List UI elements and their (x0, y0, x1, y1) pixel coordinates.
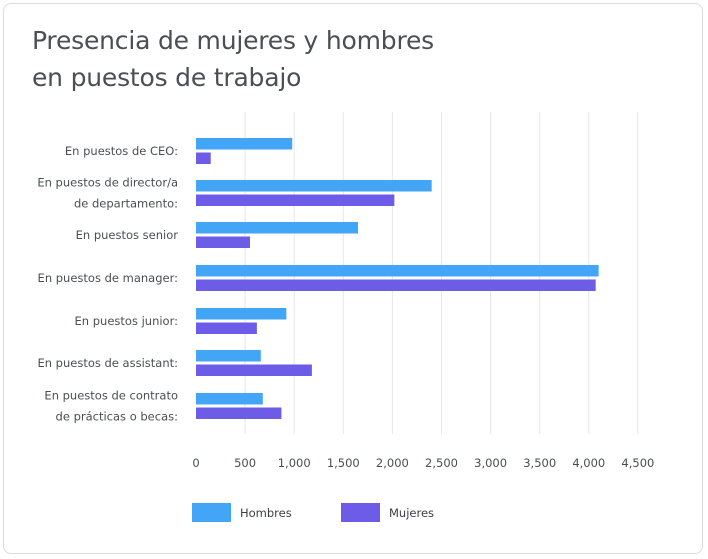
bar-mujeres (196, 407, 282, 419)
x-tick-label: 4,000 (572, 456, 605, 470)
bar-hombres (196, 308, 287, 320)
bar-mujeres (196, 322, 257, 334)
chart-title-line-2: en puestos de trabajo (32, 63, 302, 92)
legend-swatch-mujeres (341, 503, 380, 522)
category-label: En puestos junior: (75, 314, 178, 328)
x-tick-label: 1,500 (327, 456, 360, 470)
x-tick-label: 4,500 (621, 456, 654, 470)
bar-mujeres (196, 236, 251, 248)
chart-card (3, 3, 703, 554)
chart-title: Presencia de mujeres y hombres en puesto… (32, 22, 552, 96)
bar-hombres (196, 265, 599, 277)
bar-mujeres (196, 364, 312, 376)
x-tick-label: 2,000 (376, 456, 409, 470)
bar-hombres (196, 138, 293, 150)
x-tick-label: 1,000 (278, 456, 311, 470)
category-label: En puestos de manager: (38, 271, 178, 285)
x-tick-label: 2,500 (425, 456, 458, 470)
chart-title-line-1: Presencia de mujeres y hombres (32, 26, 434, 55)
x-tick-label: 3,500 (523, 456, 556, 470)
bar-hombres (196, 180, 432, 192)
legend-label-hombres: Hombres (240, 506, 292, 520)
category-label: de departamento: (74, 197, 178, 211)
bar-mujeres (196, 279, 596, 291)
bar-hombres (196, 350, 261, 362)
legend-swatch-hombres (192, 503, 231, 522)
category-label: En puestos de director/a (37, 176, 178, 190)
bar-hombres (196, 222, 359, 234)
category-label: En puestos de contrato (44, 389, 178, 403)
category-label: En puestos senior (76, 228, 179, 242)
x-tick-label: 3,000 (474, 456, 507, 470)
bar-hombres (196, 393, 263, 405)
x-tick-label: 500 (234, 456, 256, 470)
legend-label-mujeres: Mujeres (389, 506, 434, 520)
x-tick-label: 0 (192, 456, 199, 470)
category-label: de prácticas o becas: (56, 410, 178, 424)
bar-mujeres (196, 194, 395, 206)
bar-mujeres (196, 152, 211, 164)
category-label: En puestos de assistant: (37, 356, 178, 370)
category-label: En puestos de CEO: (65, 144, 178, 158)
